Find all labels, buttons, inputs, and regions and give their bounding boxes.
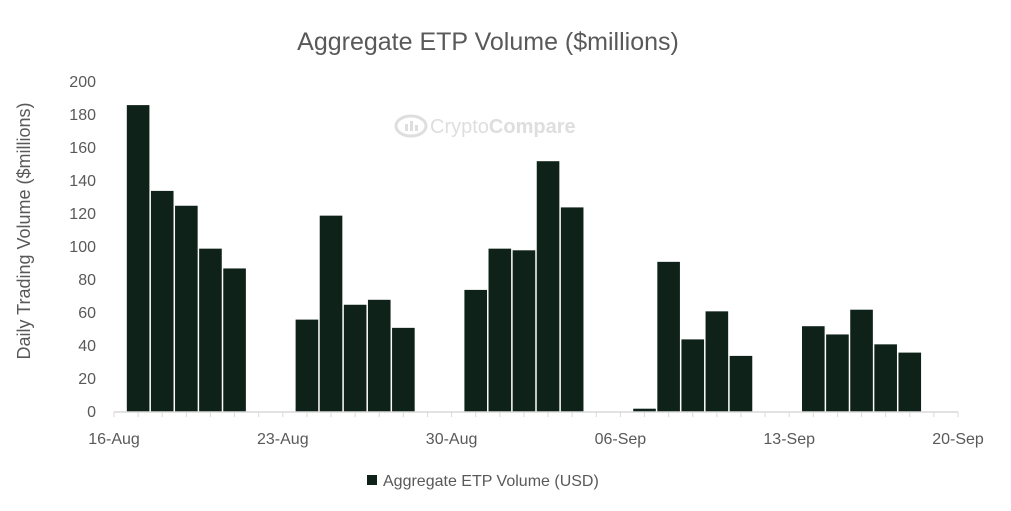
bar: [126, 105, 150, 412]
y-tick-label: 200: [69, 74, 96, 91]
x-axis: 16-Aug 23-Aug 30-Aug 06-Sep 13-Sep 20-Sep: [88, 411, 984, 448]
bar: [657, 261, 680, 412]
bar: [729, 355, 753, 412]
x-tick-label: 13-Sep: [763, 431, 815, 448]
bar: [802, 326, 825, 412]
x-tick-label: 16-Aug: [88, 431, 140, 448]
bar: [464, 289, 488, 412]
legend: Aggregate ETP Volume (USD): [367, 473, 599, 490]
bar: [705, 311, 729, 412]
y-tick-label: 20: [78, 371, 96, 388]
y-axis-label: Daily Trading Volume ($millions): [14, 102, 34, 359]
bar: [898, 352, 922, 412]
y-tick-label: 60: [78, 305, 96, 322]
y-tick-label: 160: [69, 140, 96, 157]
bar: [560, 207, 584, 412]
bar: [199, 248, 222, 412]
legend-swatch: [367, 475, 377, 485]
bar: [319, 215, 343, 412]
x-tick-label: 30-Aug: [426, 431, 478, 448]
chart-title: Aggregate ETP Volume ($millions): [297, 28, 679, 56]
y-tick-label: 80: [78, 272, 96, 289]
bar: [367, 299, 391, 412]
x-tick-label: 06-Sep: [595, 431, 647, 448]
y-tick-label: 140: [69, 173, 96, 190]
watermark-text-crypto: Crypto: [430, 116, 489, 138]
x-tick-label: 20-Sep: [932, 431, 984, 448]
bar: [512, 250, 536, 412]
y-tick-label: 40: [78, 338, 96, 355]
bar: [150, 190, 174, 412]
bar: [488, 248, 512, 412]
bars: [126, 105, 922, 412]
bar: [633, 408, 656, 412]
bar: [681, 339, 705, 412]
legend-label: Aggregate ETP Volume (USD): [383, 473, 599, 490]
cryptocompare-watermark: CryptoCompare: [394, 114, 576, 138]
y-tick-label: 0: [87, 404, 96, 421]
y-tick-label: 100: [69, 239, 96, 256]
bar: [874, 344, 897, 412]
y-tick-label: 180: [69, 107, 96, 124]
y-tick-label: 120: [69, 206, 96, 223]
cryptocompare-logo-icon: [394, 114, 428, 138]
bar: [175, 205, 198, 412]
y-axis-ticks: 0 20 40 60 80 100 120 140 160 180 200: [69, 74, 96, 421]
bar: [850, 309, 873, 412]
bar: [343, 304, 367, 412]
svg-text:CryptoCompare: CryptoCompare: [430, 116, 576, 138]
bar: [826, 334, 849, 412]
bar: [295, 319, 319, 412]
watermark-text-compare: Compare: [489, 116, 576, 138]
bar: [223, 268, 246, 412]
bar: [536, 161, 560, 412]
x-tick-label: 23-Aug: [257, 431, 309, 448]
bar: [392, 327, 415, 412]
